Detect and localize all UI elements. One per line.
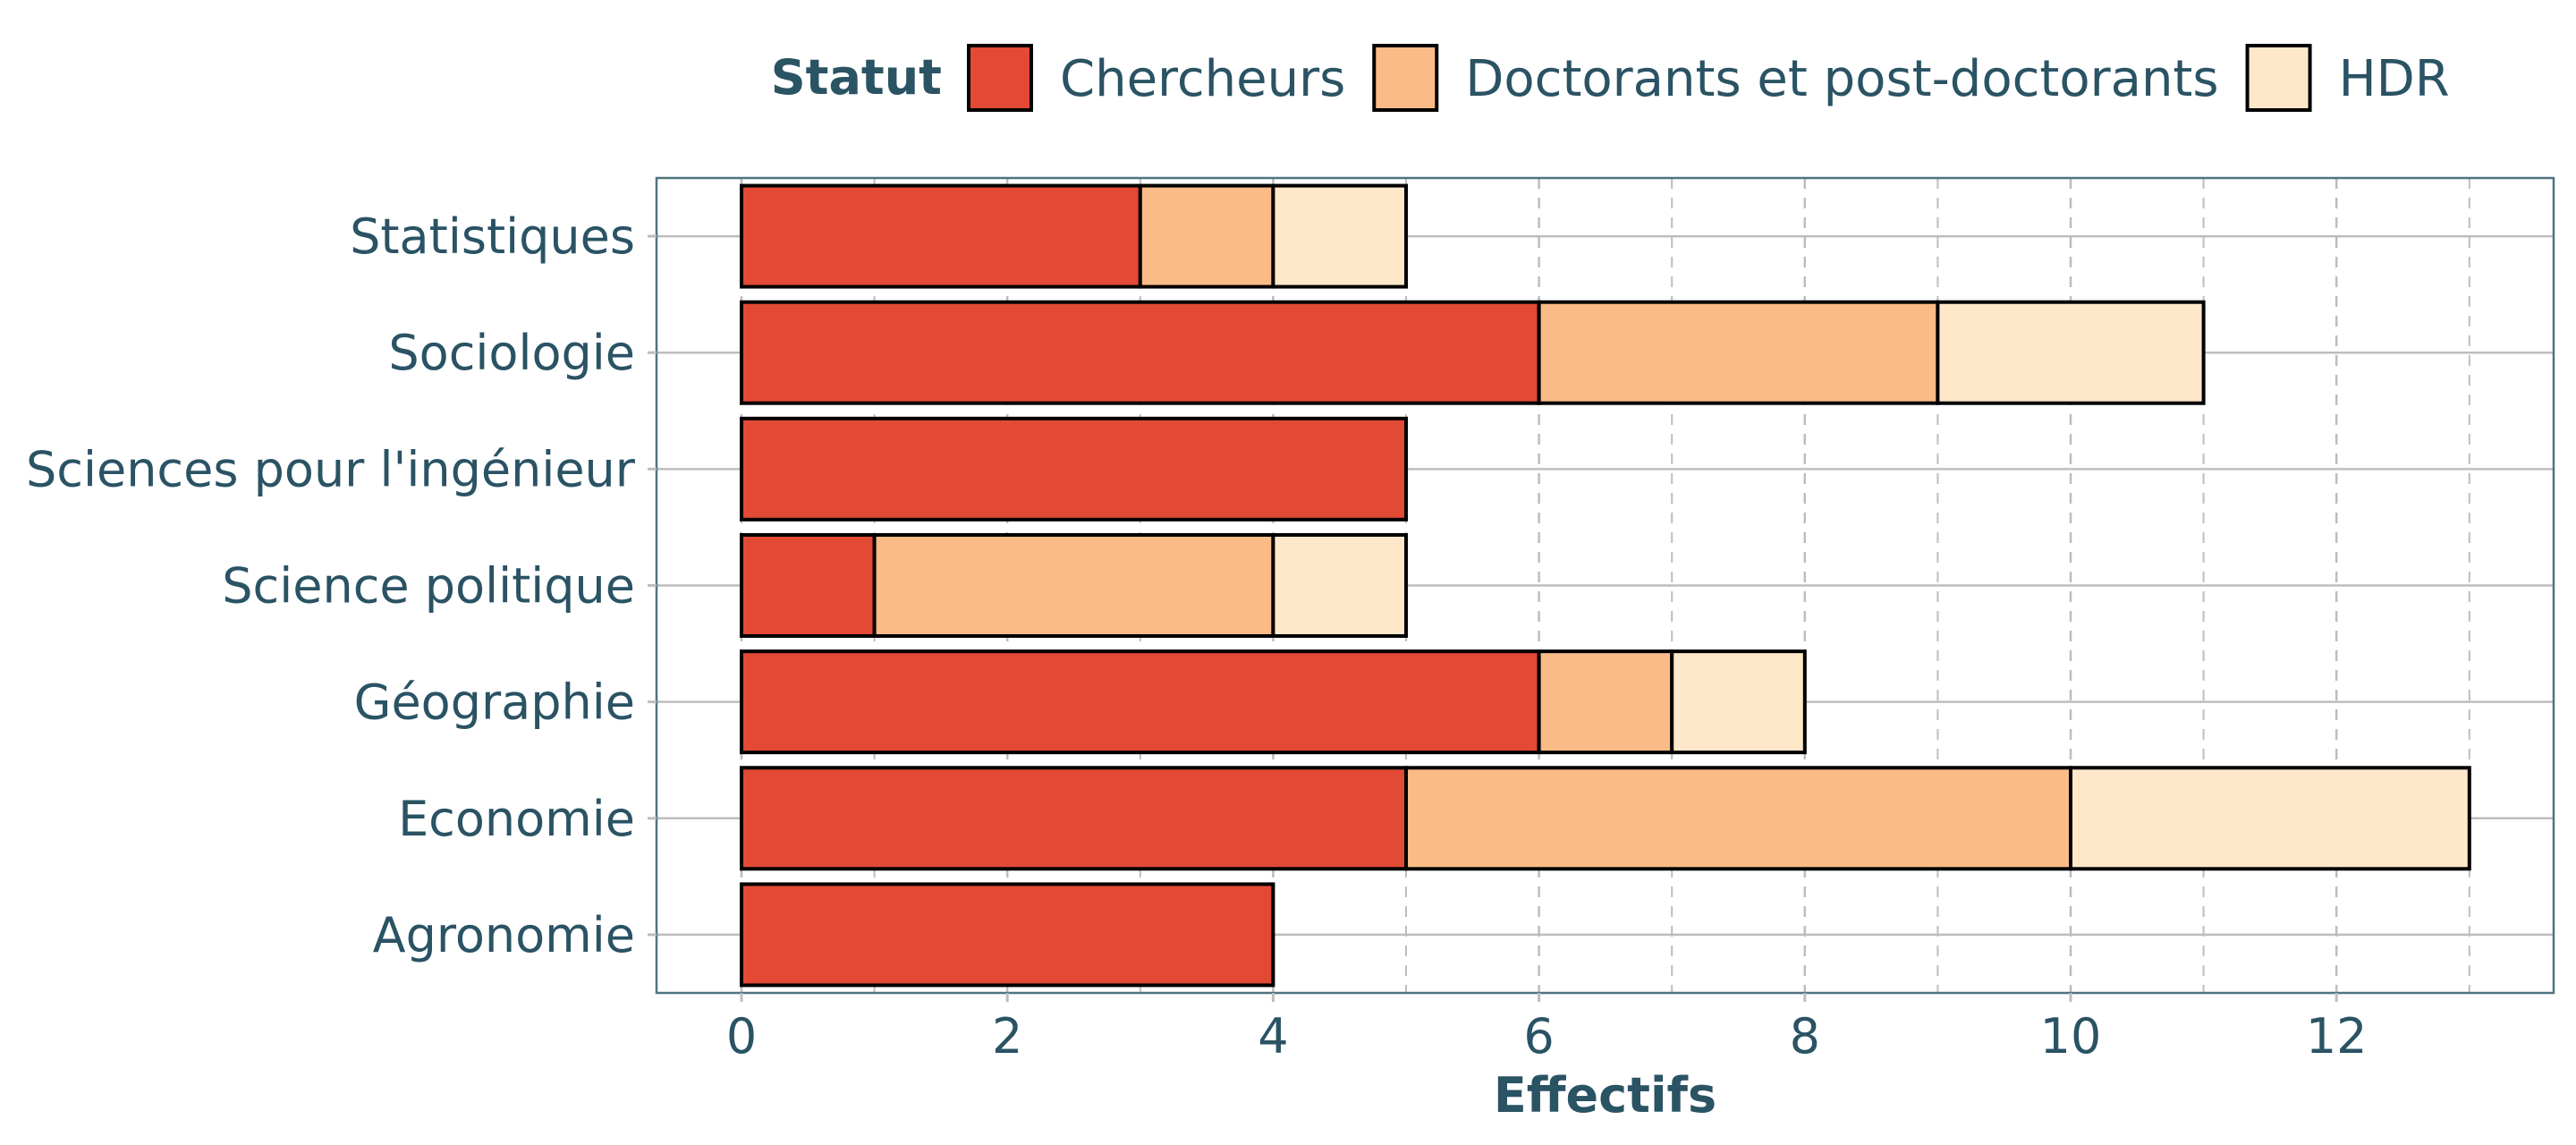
- bar-segment: [1537, 300, 1940, 405]
- bar-segment: [740, 649, 1541, 755]
- y-tick-label: Sociologie: [388, 325, 635, 381]
- bar-segment: [1670, 649, 1807, 755]
- plot-panel: [655, 176, 2555, 995]
- bar-segment: [740, 300, 1541, 405]
- x-tick-label: 12: [2306, 1008, 2368, 1064]
- x-tick-label: 10: [2040, 1008, 2102, 1064]
- legend-label: Doctorants et post-doctorants: [1465, 50, 2218, 108]
- bar-segment: [740, 416, 1408, 522]
- y-tick-label: Science politique: [222, 558, 635, 615]
- bar-segment: [1138, 183, 1275, 289]
- legend-key: [967, 44, 1033, 112]
- y-tick-label: Géographie: [354, 674, 635, 731]
- legend: Statut Chercheurs Doctorants et post-doct…: [771, 44, 2450, 112]
- y-tick-label: Economie: [398, 791, 635, 847]
- x-tick-label: 4: [1258, 1008, 1288, 1064]
- x-axis-title: Effectifs: [1494, 1067, 1716, 1124]
- y-axis: Statistiques Sociologie Sciences pour l'in…: [26, 208, 657, 963]
- bar-segment: [740, 183, 1142, 289]
- bar-segment: [2069, 766, 2471, 871]
- legend-title: Statut: [771, 49, 942, 106]
- bar-segment: [1936, 300, 2206, 405]
- bar-segment: [1537, 649, 1674, 755]
- bar-segment: [740, 533, 877, 638]
- legend-label: Chercheurs: [1060, 50, 1345, 108]
- x-tick-label: 0: [726, 1008, 757, 1064]
- x-tick-label: 2: [992, 1008, 1022, 1064]
- bar-segment: [740, 766, 1408, 871]
- bars: [740, 183, 2471, 988]
- bar-segment: [1271, 183, 1409, 289]
- legend-key: [2245, 44, 2312, 112]
- x-tick-label: 8: [1790, 1008, 1820, 1064]
- y-tick-label: Statistiques: [350, 208, 635, 265]
- bar-segment: [1271, 533, 1409, 638]
- x-tick-label: 6: [1523, 1008, 1554, 1064]
- y-tick-label: Agronomie: [373, 907, 635, 963]
- bar-segment: [740, 882, 1275, 988]
- y-tick-label: Sciences pour l'ingénieur: [26, 441, 636, 497]
- legend-key: [1372, 44, 1439, 112]
- bar-segment: [872, 533, 1275, 638]
- bar-segment: [1404, 766, 2072, 871]
- x-axis: 0 2 4 6 8 10 12: [726, 993, 2368, 1064]
- legend-label: HDR: [2339, 50, 2450, 108]
